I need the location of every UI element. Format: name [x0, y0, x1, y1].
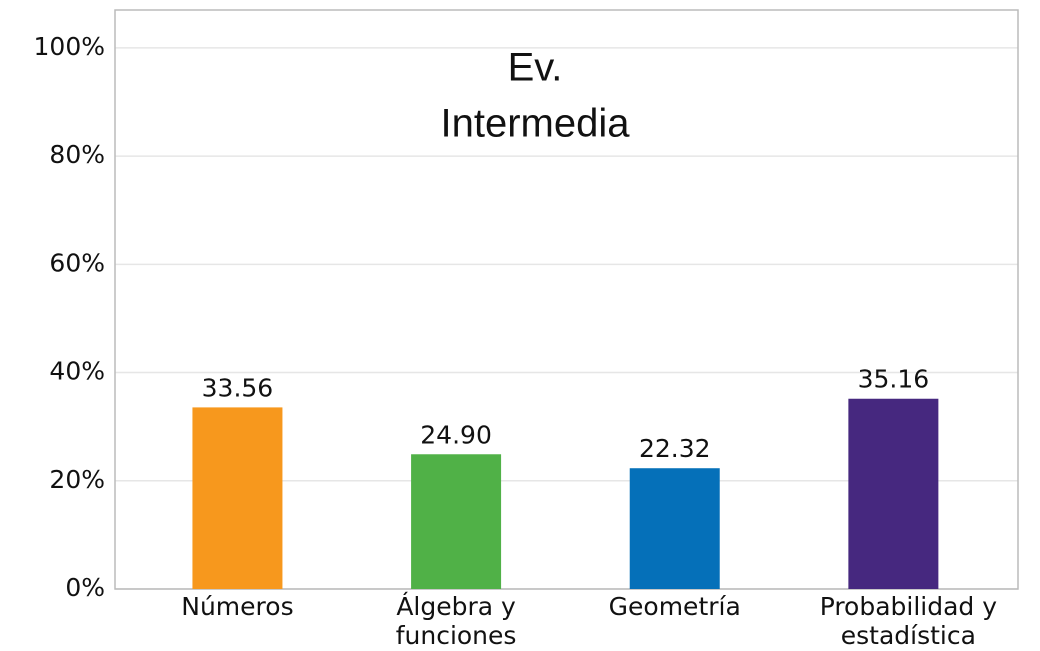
y-tick-label: 40%	[49, 357, 105, 386]
x-tick-label: funciones	[396, 621, 517, 650]
chart-title: Ev.	[508, 46, 563, 90]
y-tick-label: 0%	[65, 573, 105, 602]
plot-frame	[114, 9, 1019, 590]
y-tick-label: 80%	[49, 140, 105, 169]
value-label: 35.16	[858, 365, 930, 394]
value-label: 22.32	[639, 434, 711, 463]
bar	[629, 468, 720, 589]
value-label: 33.56	[202, 373, 274, 402]
value-label: 24.90	[420, 420, 492, 449]
chart-title: Intermedia	[441, 102, 631, 146]
bar	[411, 454, 502, 589]
x-tick-label: Álgebra y	[396, 592, 516, 621]
x-tick-label: Probabilidad y	[820, 592, 998, 621]
x-tick-label: Números	[181, 592, 293, 621]
y-tick-label: 20%	[49, 465, 105, 494]
x-tick-label: Geometría	[609, 592, 741, 621]
bar	[192, 407, 283, 589]
bar	[848, 398, 939, 589]
y-tick-label: 100%	[34, 32, 105, 61]
y-tick-label: 60%	[49, 248, 105, 277]
x-tick-label: estadística	[841, 621, 976, 650]
